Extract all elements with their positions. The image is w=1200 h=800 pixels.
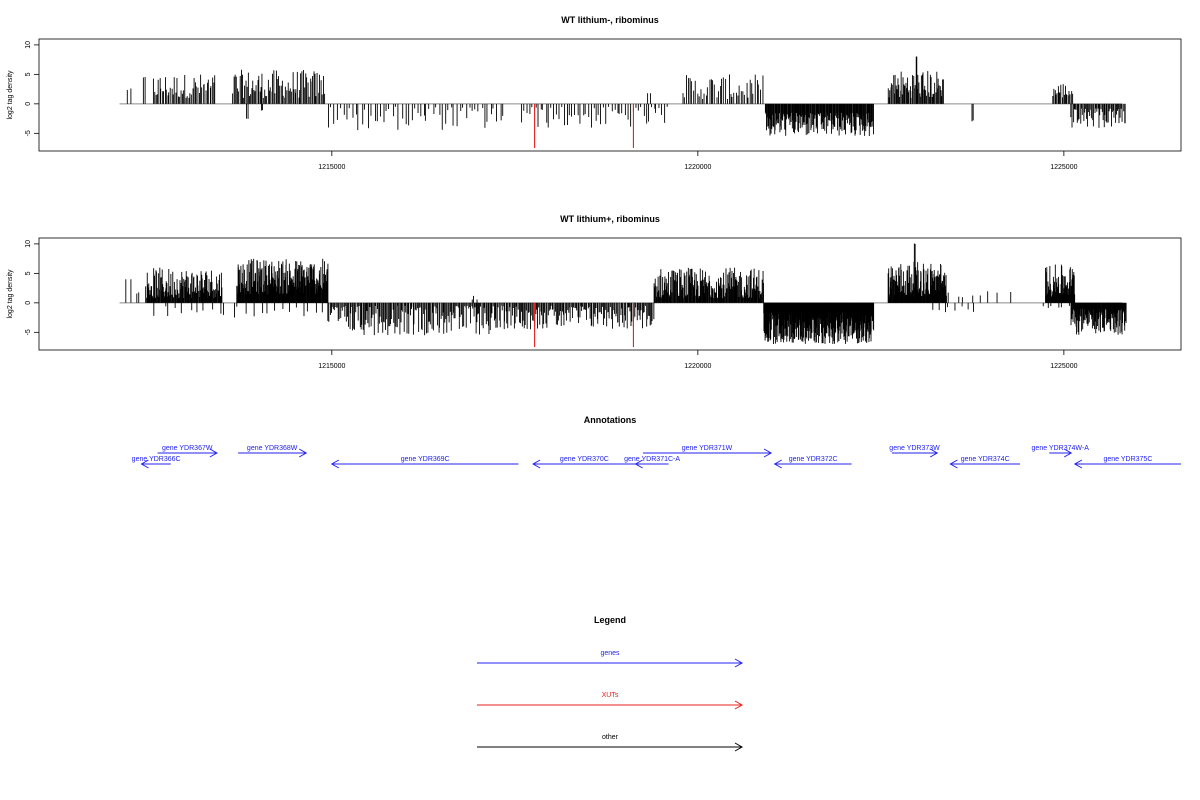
track-panel-lithium-plus: WT lithium+, ribominus log2 tag density … [7, 214, 1182, 370]
gene-label: gene YDR366C [132, 456, 181, 463]
x-tick-label: 1215000 [318, 363, 345, 370]
legend-items: genes XUTs other [477, 650, 744, 752]
gene-label: gene YDR371W [682, 445, 733, 452]
gene-arrow: gene YDR369C [330, 456, 519, 469]
panel-2-y-ticks: -5 0 5 10 [25, 240, 39, 335]
legend-arrow-head [734, 700, 744, 710]
gene-arrow-head [298, 448, 308, 458]
x-tick-label: 1220000 [684, 164, 711, 171]
y-tick-label: 5 [25, 271, 32, 275]
gene-arrow-head [1063, 448, 1073, 458]
gene-arrow: gene YDR370C [532, 456, 636, 469]
legend-title: Legend [594, 615, 626, 625]
gene-arrow-head [330, 459, 340, 469]
gene-arrow: gene YDR371C-A [624, 456, 680, 469]
gene-label: gene YDR374C [961, 456, 1010, 463]
x-tick-label: 1225000 [1050, 164, 1077, 171]
panel-2-frame [38, 237, 1182, 351]
gene-arrow-head [140, 459, 149, 469]
y-tick-label: 5 [25, 72, 32, 76]
panel-2-bars [125, 243, 1127, 344]
x-tick-label: 1220000 [684, 363, 711, 370]
panel-1-y-ticks: -5 0 5 10 [25, 41, 39, 136]
panel-2-xut-bars [534, 302, 634, 348]
legend-arrow-head [734, 742, 744, 752]
gene-arrow-head [1073, 459, 1083, 469]
gene-annotations: gene YDR366C gene YDR367W gene YDR368W gene… [132, 445, 1181, 469]
gene-label: gene YDR370C [560, 456, 609, 463]
legend-item-label: XUTs [602, 692, 619, 699]
gene-arrow: gene YDR374W-A [1032, 445, 1090, 458]
track-panel-lithium-minus: WT lithium-, ribominus log2 tag density … [7, 15, 1182, 171]
y-tick-label: 0 [25, 301, 32, 305]
panel-1-xut-bars [534, 103, 634, 149]
gene-label: gene YDR368W [247, 445, 298, 452]
gene-arrow: gene YDR367W [157, 445, 218, 458]
x-tick-label: 1215000 [318, 164, 345, 171]
y-tick-label: 0 [25, 102, 32, 106]
gene-arrow-head [773, 459, 782, 469]
legend-arrow-head [734, 658, 744, 668]
gene-arrow-head [634, 459, 643, 469]
gene-arrow-head [949, 459, 958, 469]
annotations-title: Annotations [584, 415, 637, 425]
gene-arrow: gene YDR366C [132, 456, 181, 469]
legend-item: other [477, 734, 744, 752]
gene-arrow: gene YDR371W [642, 445, 773, 458]
y-tick-label: 10 [25, 41, 32, 49]
legend: Legend genes XUTs other [477, 615, 744, 752]
gene-arrow-head [532, 459, 541, 469]
gene-label: gene YDR373W [889, 445, 940, 452]
gene-label: gene YDR369C [401, 456, 450, 463]
legend-item-label: other [602, 734, 619, 741]
gene-arrow: gene YDR373W [889, 445, 940, 458]
legend-item-label: genes [600, 650, 620, 657]
gene-arrow: gene YDR374C [949, 456, 1020, 469]
gene-arrow-head [209, 448, 218, 458]
gene-label: gene YDR372C [789, 456, 838, 463]
gene-label: gene YDR371C-A [624, 456, 680, 463]
panel-2-y-axis-label: log2 tag density [7, 269, 14, 319]
gene-arrow-head [763, 448, 773, 458]
y-tick-label: -5 [25, 130, 32, 136]
legend-item: XUTs [477, 692, 744, 710]
panel-1-x-ticks: 1215000 1220000 1225000 [318, 151, 1078, 171]
panel-1-frame [38, 38, 1182, 152]
gene-arrow: gene YDR368W [238, 445, 308, 458]
panel-1-title: WT lithium-, ribominus [561, 15, 659, 25]
gene-label: gene YDR375C [1103, 456, 1152, 463]
x-tick-label: 1225000 [1050, 363, 1077, 370]
panel-2-title: WT lithium+, ribominus [560, 214, 660, 224]
legend-item: genes [477, 650, 744, 668]
gene-arrow: gene YDR375C [1073, 456, 1181, 469]
gene-label: gene YDR367W [162, 445, 213, 452]
panel-1-y-axis-label: log2 tag density [7, 70, 14, 120]
gene-label: gene YDR374W-A [1032, 445, 1090, 452]
panel-2-x-ticks: 1215000 1220000 1225000 [318, 350, 1078, 370]
gene-arrow: gene YDR372C [773, 456, 852, 469]
gene-arrow-head [929, 448, 939, 458]
y-tick-label: -5 [25, 329, 32, 335]
y-tick-label: 10 [25, 240, 32, 248]
panel-1-bars [126, 56, 1126, 137]
